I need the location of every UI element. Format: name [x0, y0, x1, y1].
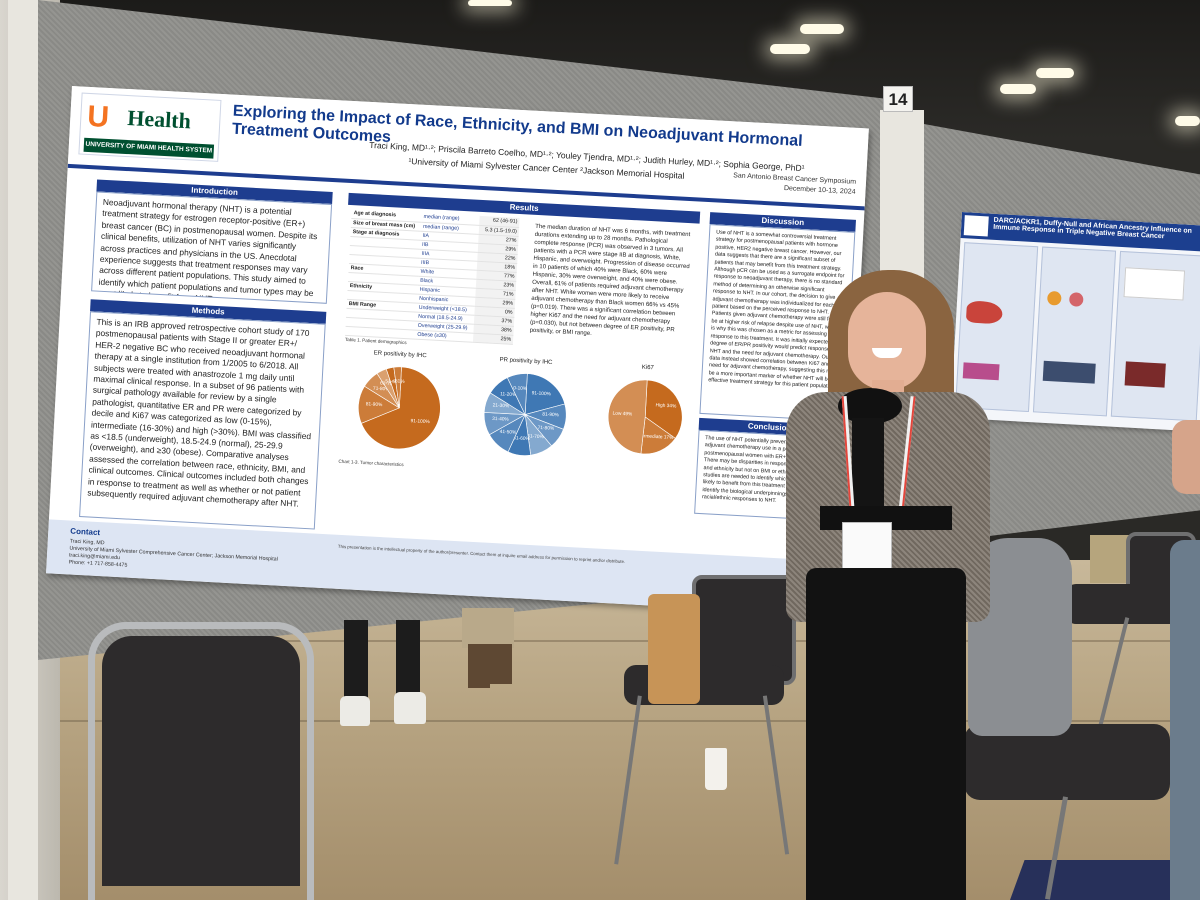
ceiling-light [1175, 116, 1200, 126]
boot [490, 644, 512, 684]
coffee-cup [705, 748, 727, 790]
smile [872, 348, 902, 358]
neighbor-logo [963, 215, 989, 237]
presenter [780, 268, 994, 900]
results-text: The median duration of NHT was 6 months,… [522, 218, 700, 352]
methods-text: This is an IRB approved retrospective co… [79, 311, 326, 530]
poster-event: San Antonio Breast Cancer Symposium Dece… [695, 169, 856, 197]
chair-leg [1045, 796, 1068, 900]
pie-slice-label: 31-40% [492, 416, 510, 423]
chair [614, 575, 804, 865]
floor-seam [60, 640, 1200, 642]
logo-u-mark: U [86, 99, 108, 134]
pie-slice-label: Intermediate 17% [636, 433, 675, 441]
pie-slice-label: 21-30% [493, 403, 511, 410]
pant-leg [462, 608, 514, 648]
pie-title-pr: PR positivity by IHC [499, 357, 553, 366]
pie-slice-label: <51% [392, 378, 405, 385]
sneaker [394, 692, 426, 724]
pie-slice-label: 71-80% [373, 386, 391, 393]
introduction-text: Neoadjuvant hormonal therapy (NHT) is a … [91, 191, 333, 304]
logo-tagline: UNIVERSITY OF MIAMI HEALTH SYSTEM [83, 137, 215, 159]
pie-slice-label: 91-100% [531, 390, 551, 397]
chair [964, 680, 1174, 900]
ceiling-light [770, 44, 810, 54]
face [848, 292, 926, 390]
pie-slice [607, 379, 648, 455]
pie-chart-ki67: High 34% Intermediate 17% Low 49% [607, 379, 683, 455]
pie-title-ki67: Ki67 [641, 364, 654, 372]
pant-leg [344, 620, 368, 700]
pie-slice-label: 0-10% [513, 385, 528, 392]
pie-slice-label: 61-70% [527, 433, 545, 440]
board-frame [8, 0, 38, 900]
background-person-legs [462, 608, 518, 690]
chair-seat [964, 724, 1170, 800]
pie-slice-label: 61-70% [380, 381, 398, 388]
pie-slice-label: 71-80% [537, 425, 555, 432]
tote-bag [648, 594, 700, 704]
pie-slice-label: 51-60% [513, 435, 531, 442]
pie-slice-label: 41-50% [500, 429, 518, 436]
chair-back [102, 636, 300, 886]
pie-slice-label: 11-20% [500, 391, 517, 398]
pie-slice-label: 81-90% [366, 401, 384, 408]
sneaker [340, 696, 370, 726]
chair-frame [88, 622, 314, 900]
ceiling-light [800, 24, 844, 34]
pie-slice-label: Low 49% [612, 411, 633, 418]
pie-slice-label: 91-100% [410, 418, 430, 425]
pie-chart-pr: 91-100% 81-90% 71-80%61-70%51-60%41-50% 31-… [483, 373, 567, 456]
ceiling-light [468, 0, 512, 6]
table-cell: 25% [472, 332, 514, 344]
neighbor-poster-panel [1032, 246, 1117, 417]
ceiling-light [1000, 84, 1036, 94]
uhealth-logo: U Health UNIVERSITY OF MIAMI HEALTH SYST… [78, 92, 222, 162]
neighbor-figure [1042, 360, 1096, 384]
chart-caption: Chart 1-3. Tumor characteristics [338, 458, 404, 468]
background-person-legs [340, 620, 426, 730]
ceiling-light [1036, 68, 1074, 78]
pie-slice [393, 366, 402, 408]
person-edge [1170, 540, 1200, 900]
table-cell: Obese (≥30) [415, 329, 474, 342]
chair-leg [614, 695, 642, 865]
trousers [806, 568, 966, 900]
boot [468, 644, 490, 688]
board-number-sign: 14 [883, 86, 913, 112]
research-poster: U Health UNIVERSITY OF MIAMI HEALTH SYST… [46, 86, 869, 616]
pie-slice [506, 373, 528, 415]
pie-slice [524, 373, 566, 415]
pie-chart-er: 91-100% 81-90% 71-80%61-70%51-60%<51% [358, 366, 441, 450]
contact-heading: Contact [70, 526, 101, 538]
demographics-table: Age at diagnosis median (range) 62 (46-91)… [345, 209, 520, 344]
neighbor-figure [1123, 267, 1186, 301]
pie-slice [644, 379, 683, 439]
pie-slice [360, 366, 441, 450]
pie-slice-label: High 34% [655, 402, 677, 409]
pie-title-er: ER positivity by IHC [373, 350, 427, 360]
pie-slice-label: 51-60% [385, 379, 403, 386]
chair [88, 622, 314, 900]
pie-slice-label: 81-90% [542, 411, 560, 418]
arm-edge [1172, 420, 1200, 494]
floor-seam [60, 720, 1200, 722]
neighbor-figure [1124, 361, 1166, 388]
pant-leg [396, 620, 420, 696]
logo-wordmark: Health [126, 105, 192, 134]
